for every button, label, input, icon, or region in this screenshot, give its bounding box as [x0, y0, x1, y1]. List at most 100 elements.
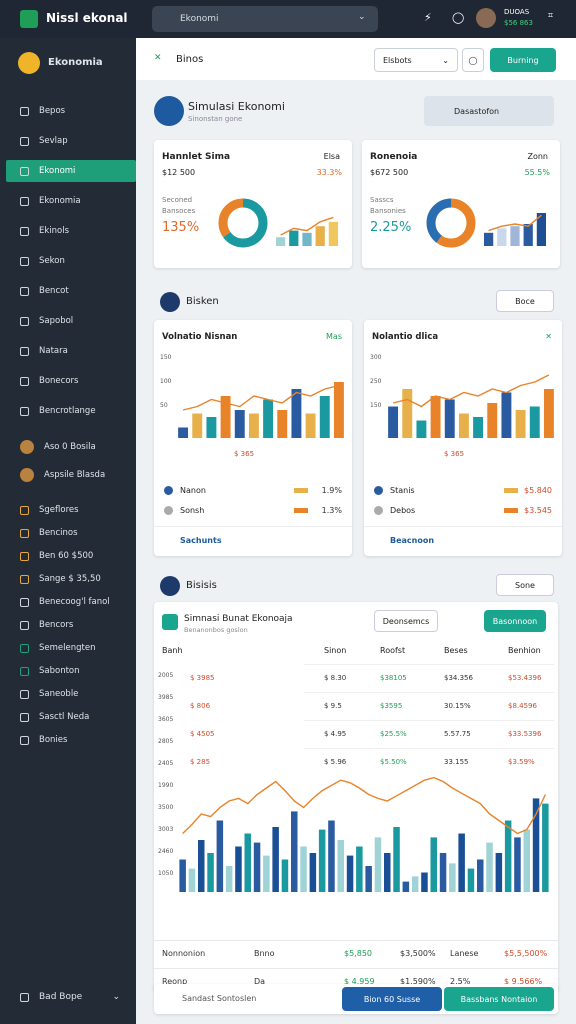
- bar: [225, 866, 233, 892]
- card-label: Bansonies: [370, 207, 406, 215]
- icon[interactable]: ⚡: [424, 11, 432, 24]
- cell: $ 8.30: [324, 674, 347, 682]
- nav-link[interactable]: Saneoble: [20, 683, 130, 705]
- bar: [206, 417, 217, 438]
- nav-item[interactable]: Sapobol: [20, 310, 130, 332]
- cell: Lanese: [450, 949, 479, 958]
- banner-action[interactable]: Dasastofon: [424, 96, 554, 126]
- nav-link[interactable]: Sasctl Neda: [20, 706, 130, 728]
- person[interactable]: Aspsile Blasda: [20, 464, 130, 486]
- nav-item[interactable]: Ekonomia: [20, 190, 130, 212]
- select[interactable]: Elsbots ⌄: [374, 48, 458, 72]
- bar: [179, 859, 186, 892]
- cell: 2.5%: [450, 977, 471, 986]
- nav-link[interactable]: Bencors: [20, 614, 130, 636]
- footer-button[interactable]: Bassbans Nontaion: [444, 987, 554, 1011]
- card-title: Nolantio dlica: [372, 332, 439, 342]
- nav-item[interactable]: Sekon: [20, 250, 130, 272]
- bar: [411, 876, 419, 892]
- icon-button[interactable]: ◯: [462, 48, 484, 72]
- footer-text: Sandast Sontoslen: [182, 994, 257, 1003]
- section-button[interactable]: Boce: [496, 290, 554, 312]
- bar: [421, 872, 428, 892]
- section-title: Bisken: [186, 296, 219, 307]
- card-footer-link: Sachunts: [180, 536, 222, 545]
- table-card: Simnasi Bunat Ekonoaja Benanonbos goslon D…: [154, 602, 558, 1014]
- table-icon: [162, 614, 178, 630]
- nav-link[interactable]: Bencinos: [20, 522, 130, 544]
- bar: [309, 853, 317, 892]
- nav-link[interactable]: Sabonton: [20, 660, 130, 682]
- legend-value: 1.3%: [321, 506, 342, 515]
- icon[interactable]: ⌗: [548, 11, 554, 21]
- bar: [501, 392, 512, 438]
- section-button[interactable]: Sone: [496, 574, 554, 596]
- icon: [20, 286, 29, 296]
- nav-link[interactable]: Benecoog'l fanol: [20, 591, 130, 613]
- bar: [277, 410, 288, 438]
- axis-label: 3605: [158, 716, 174, 723]
- nav-link[interactable]: Semelengten: [20, 637, 130, 659]
- column-header: Beses: [444, 646, 468, 655]
- bar: [542, 803, 549, 892]
- legend-name: Stanis: [390, 486, 415, 495]
- cell: 5.57.75: [444, 730, 471, 738]
- legend-swatch: [294, 488, 308, 493]
- bar: [449, 863, 456, 892]
- column-header: Sinon: [324, 646, 347, 655]
- nav-label: Bencrotlange: [39, 406, 96, 416]
- nav-item[interactable]: Natara: [20, 340, 130, 362]
- legend-swatch: [504, 488, 518, 493]
- axis-label: 2405: [158, 760, 174, 767]
- chevron: ⌄: [358, 12, 366, 22]
- nav-item[interactable]: Sevlap: [20, 130, 130, 152]
- nav-item[interactable]: Ekonomi: [6, 160, 136, 182]
- icon: [20, 528, 29, 538]
- link-label: Ben 60 $500: [39, 551, 94, 561]
- link-label: Sasctl Neda: [39, 712, 90, 722]
- card-title: Ronenoia: [370, 152, 418, 162]
- icon: [20, 689, 29, 699]
- donut: [426, 198, 476, 248]
- nav-link[interactable]: Bonies: [20, 729, 130, 751]
- bar: [207, 853, 214, 892]
- axis-label: 3985: [158, 694, 174, 701]
- nav-item[interactable]: Ekinols: [20, 220, 130, 242]
- bar: [263, 855, 270, 892]
- bar: [486, 842, 493, 892]
- person-name: Aspsile Blasda: [44, 470, 106, 480]
- card-amount: $12 500: [162, 168, 196, 177]
- primary-button[interactable]: Burning: [490, 48, 556, 72]
- nav-item[interactable]: Bepos: [20, 100, 130, 122]
- divider: [364, 526, 562, 527]
- footer-button[interactable]: Bion 60 Susse: [342, 987, 442, 1011]
- sidebar-footer[interactable]: Bad Bope ⌄: [20, 992, 120, 1002]
- nav-link[interactable]: Sgeflores: [20, 499, 130, 521]
- table-button[interactable]: Deonsemcs: [374, 610, 438, 632]
- table-button[interactable]: Basonnoon: [484, 610, 546, 632]
- nav-item[interactable]: Bonecors: [20, 370, 130, 392]
- search-box[interactable]: Ekonomi ⌄: [152, 6, 378, 32]
- donut: [218, 198, 268, 248]
- nav-item[interactable]: Bencot: [20, 280, 130, 302]
- logo: [20, 10, 38, 28]
- cell: $ 3985: [190, 674, 215, 682]
- banner-subtitle: Sinonstan gone: [188, 115, 243, 123]
- cell: $ 9,566%: [504, 977, 543, 986]
- nav-item[interactable]: Bencrotlange: [20, 400, 130, 422]
- card-label: Seconed: [162, 196, 193, 204]
- nav-link[interactable]: Sange $ 35,50: [20, 568, 130, 590]
- axis-label: 3500: [158, 804, 174, 811]
- nav-label: Sekon: [39, 256, 65, 266]
- donut-segment: [426, 198, 476, 248]
- nav-link[interactable]: Ben 60 $500: [20, 545, 130, 567]
- avatar[interactable]: [476, 8, 496, 28]
- icon[interactable]: ◯: [452, 11, 465, 24]
- icon: [20, 166, 29, 176]
- bar: [272, 827, 279, 892]
- person[interactable]: Aso 0 Bosila: [20, 436, 130, 458]
- sidebar: Ekonomia Bad Bope ⌄ Bepos Sevlap Ekonomi Eko…: [0, 38, 136, 1024]
- cell: $ 4505: [190, 730, 215, 738]
- chevron: ⌄: [112, 992, 120, 1002]
